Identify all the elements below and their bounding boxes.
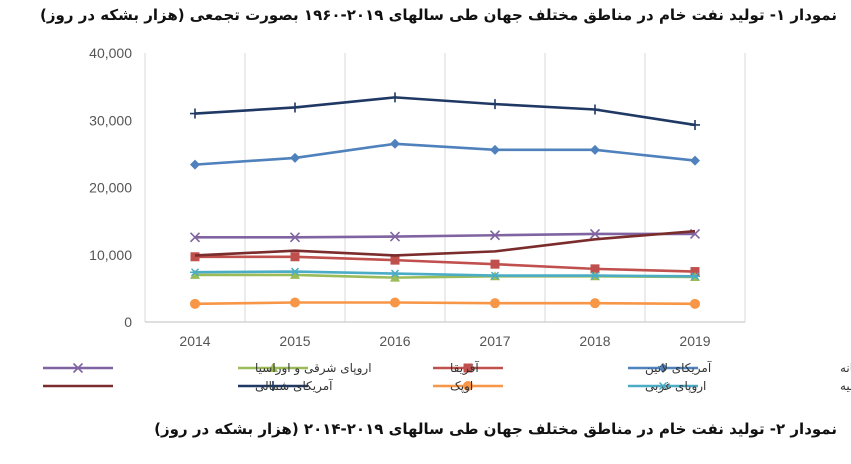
legend-item: آمریکای لاتین [433, 360, 712, 376]
data-point [189, 232, 201, 243]
data-point [489, 230, 501, 241]
legend-label: آفریقا [450, 360, 479, 376]
series-3 [189, 228, 701, 243]
series-line [194, 142, 696, 166]
x-tick-label: 2018 [579, 333, 610, 349]
data-point [190, 268, 200, 277]
data-point [190, 252, 200, 262]
legend-item: آمریکای شمالی [43, 378, 333, 394]
data-point [290, 102, 300, 113]
y-tick-label: 40,000 [89, 45, 132, 61]
data-point [690, 267, 700, 277]
legend-label: آمریکای شمالی [255, 378, 333, 394]
data-point [289, 232, 301, 243]
legend-item: اروپای شرقی و اوراسیا [43, 361, 372, 376]
series-6 [190, 92, 700, 130]
series-line [194, 229, 696, 257]
data-point [590, 271, 600, 280]
data-point [390, 272, 400, 282]
data-point [658, 381, 668, 391]
legend-item: خاورمیانه [628, 361, 851, 376]
data-point [690, 119, 700, 130]
x-tick-label: 2016 [379, 333, 410, 349]
data-point [390, 138, 400, 149]
x-tick-label: 2014 [179, 333, 210, 349]
data-point [290, 152, 300, 163]
legend-label: اروپای شرقی و اوراسیا [255, 361, 372, 376]
data-point [290, 269, 300, 279]
data-point [190, 159, 200, 170]
data-point [658, 363, 668, 373]
x-tick-label: 2015 [279, 333, 310, 349]
legend-label: آسیا و اقیانوسیه [840, 378, 851, 394]
series-4 [190, 267, 700, 281]
chart-caption: نمودار ۲- تولید نفت خام در مناطق مختلف ج… [154, 420, 837, 438]
series-7 [194, 229, 696, 257]
chart-title: نمودار ۱- تولید نفت خام در مناطق مختلف ج… [40, 6, 837, 24]
data-point [290, 297, 300, 308]
legend-label: اروپای غربی [645, 379, 706, 394]
legend-item: آسیا و اقیانوسیه [628, 378, 851, 394]
data-point [590, 298, 600, 309]
legend-label: خاورمیانه [840, 361, 851, 376]
legend-item: اروپای غربی [433, 379, 706, 394]
data-point [590, 264, 600, 274]
data-point [290, 267, 300, 276]
data-point [389, 231, 401, 242]
y-tick-label: 20,000 [89, 180, 132, 196]
data-point [390, 269, 400, 278]
legend-label: آمریکای لاتین [645, 360, 712, 376]
data-point [463, 381, 473, 391]
y-tick-label: 30,000 [89, 112, 132, 128]
data-point [390, 297, 400, 308]
data-point [390, 255, 400, 265]
data-point [190, 298, 200, 309]
data-point [490, 99, 500, 110]
data-point [589, 228, 601, 239]
data-point [490, 298, 500, 309]
series-line [195, 255, 696, 273]
data-point [690, 155, 700, 166]
data-point [590, 144, 600, 155]
data-point [590, 104, 600, 115]
data-point [463, 363, 473, 373]
y-tick-label: 10,000 [89, 247, 132, 263]
data-point [290, 252, 300, 262]
x-tick-label: 2019 [679, 333, 710, 349]
data-point [390, 92, 400, 103]
series-line [195, 232, 695, 239]
series-5 [190, 297, 700, 309]
data-point [268, 381, 278, 391]
data-point [190, 269, 200, 279]
data-point [72, 362, 84, 374]
series-line [194, 96, 696, 127]
y-tick-label: 0 [124, 314, 132, 330]
series-line [194, 301, 696, 306]
x-tick-label: 2017 [479, 333, 510, 349]
data-point [268, 363, 278, 372]
legend-item: آفریقا [238, 360, 479, 376]
series-line [194, 270, 696, 278]
data-point [490, 271, 500, 280]
legend-item: اوپک [238, 379, 473, 394]
data-point [490, 144, 500, 155]
legend-label: اوپک [450, 379, 473, 394]
series-0 [190, 138, 700, 170]
data-point [690, 272, 700, 281]
series-1 [190, 252, 700, 277]
data-point [690, 298, 700, 309]
data-point [490, 259, 500, 269]
data-point [190, 108, 200, 119]
